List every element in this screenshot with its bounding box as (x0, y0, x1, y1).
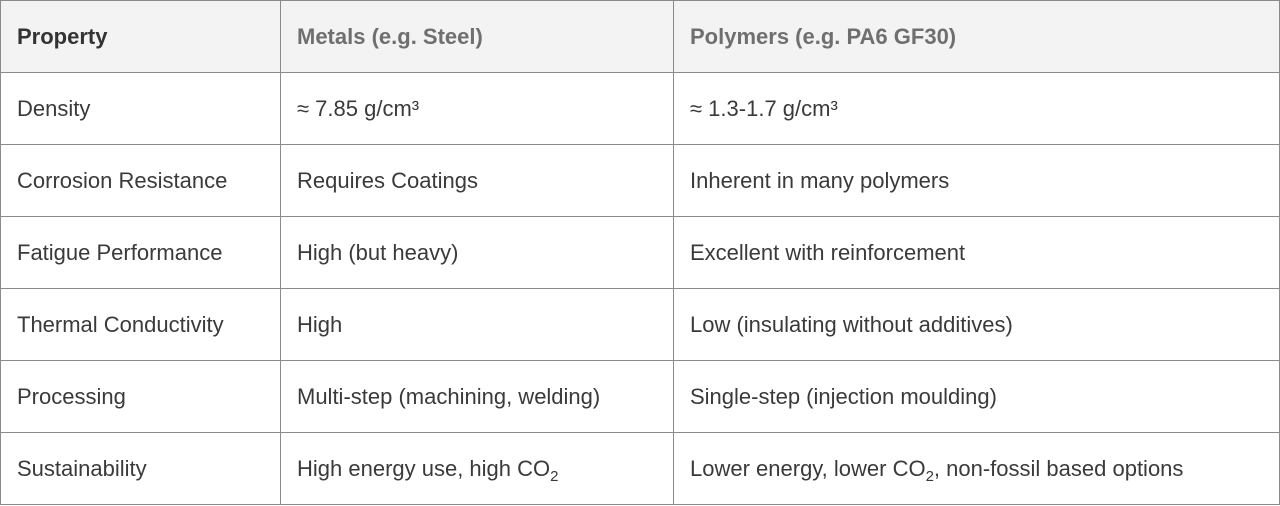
cell-metals: ≈ 7.85 g/cm³ (280, 72, 674, 145)
cell-polymers: Excellent with reinforcement (673, 216, 1280, 289)
metals-text: High energy use, high CO (297, 455, 551, 481)
subscript: 2 (925, 467, 934, 485)
header-property: Property (0, 0, 281, 73)
cell-polymers: Lower energy, lower CO2, non-fossil base… (673, 432, 1280, 505)
cell-polymers: ≈ 1.3-1.7 g/cm³ (673, 72, 1280, 145)
table-row: Thermal Conductivity High Low (insulatin… (0, 288, 1280, 361)
cell-metals: High (280, 288, 674, 361)
header-metals: Metals (e.g. Steel) (280, 0, 674, 73)
cell-property: Sustainability (0, 432, 281, 505)
cell-metals: Requires Coatings (280, 144, 674, 217)
cell-metals: High energy use, high CO2 (280, 432, 674, 505)
table-row: Fatigue Performance High (but heavy) Exc… (0, 216, 1280, 289)
cell-property: Corrosion Resistance (0, 144, 281, 217)
cell-property: Density (0, 72, 281, 145)
table-row: Sustainability High energy use, high CO2… (0, 432, 1280, 505)
table-row: Density ≈ 7.85 g/cm³ ≈ 1.3-1.7 g/cm³ (0, 72, 1280, 145)
cell-polymers: Single-step (injection moulding) (673, 360, 1280, 433)
cell-metals: High (but heavy) (280, 216, 674, 289)
table-row: Processing Multi-step (machining, weldin… (0, 360, 1280, 433)
table-row: Corrosion Resistance Requires Coatings I… (0, 144, 1280, 217)
subscript: 2 (550, 467, 559, 485)
cell-property: Thermal Conductivity (0, 288, 281, 361)
header-polymers: Polymers (e.g. PA6 GF30) (673, 0, 1280, 73)
polymers-text: Lower energy, lower CO (690, 455, 926, 481)
table-header-row: Property Metals (e.g. Steel) Polymers (e… (0, 0, 1280, 73)
cell-property: Fatigue Performance (0, 216, 281, 289)
cell-property: Processing (0, 360, 281, 433)
cell-metals: Multi-step (machining, welding) (280, 360, 674, 433)
cell-polymers: Low (insulating without additives) (673, 288, 1280, 361)
polymers-text-suffix: , non-fossil based options (933, 455, 1184, 481)
cell-polymers: Inherent in many polymers (673, 144, 1280, 217)
